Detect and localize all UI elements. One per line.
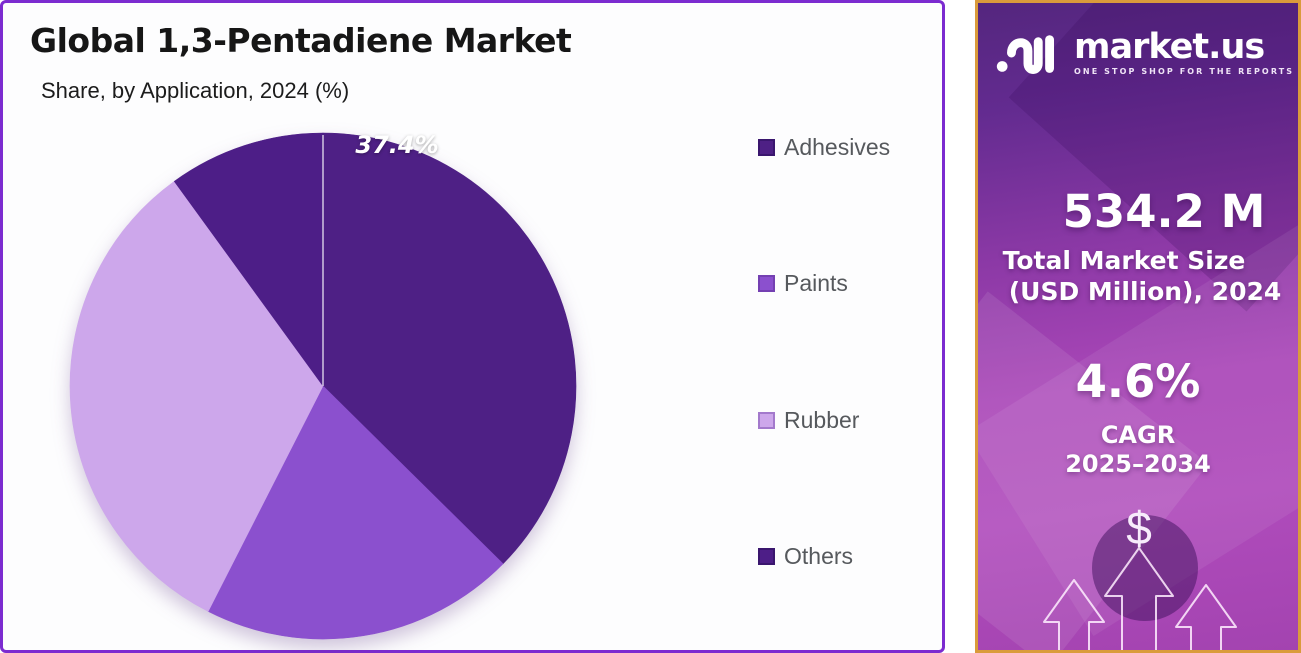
pie-slice-data-label: 37.4% (355, 131, 439, 159)
chart-card: Global 1,3-Pentadiene Market Share, by A… (0, 0, 945, 653)
total-market-size-label: Total Market Size (USD Million), 2024 (978, 245, 1298, 307)
cagr-label: CAGR 2025–2034 (978, 421, 1298, 479)
brand-logo: market.us ONE STOP SHOP FOR THE REPORTS (996, 29, 1294, 76)
background-circle (1092, 515, 1198, 621)
legend-swatch-adhesives-icon (758, 139, 775, 156)
marketus-logo-icon (996, 35, 1055, 74)
brand-name: market.us (1074, 27, 1265, 67)
brand-text-block: market.us ONE STOP SHOP FOR THE REPORTS (1074, 29, 1294, 76)
pie-slice-rubber (69, 180, 324, 612)
total-market-size-label-line2: (USD Million), 2024 (1008, 277, 1282, 306)
legend-item-paints: Paints (758, 270, 890, 297)
total-market-size-value: 534.2 M (1062, 185, 1266, 238)
pie-slice-others (173, 132, 324, 387)
cagr-label-line1: CAGR (1100, 421, 1176, 449)
legend-item-adhesives: Adhesives (758, 134, 890, 161)
cagr-value: 4.6% (1075, 355, 1201, 408)
legend-swatch-others-icon (758, 547, 775, 565)
pie-chart (66, 129, 580, 643)
dollar-sign-icon: $ (1126, 502, 1152, 554)
legend-item-others: Others (758, 543, 890, 570)
pie-slice-paints (207, 385, 504, 640)
brand-tagline: ONE STOP SHOP FOR THE REPORTS (1074, 67, 1295, 76)
legend-label-others: Others (784, 542, 854, 569)
legend-item-rubber: Rubber (758, 407, 890, 434)
legend-swatch-paints-icon (758, 275, 775, 293)
legend-label-adhesives: Adhesives (784, 134, 891, 160)
legend-swatch-rubber-icon (758, 411, 775, 429)
total-market-size-label-line1: Total Market Size (1002, 246, 1246, 275)
promo-panel: market.us ONE STOP SHOP FOR THE REPORTS … (975, 0, 1301, 653)
pie-chart-svg (69, 132, 577, 640)
chart-legend: Adhesives Paints Rubber Others (758, 134, 890, 570)
chart-subtitle: Share, by Application, 2024 (%) (41, 78, 350, 103)
pie-slice-adhesives (322, 132, 577, 565)
legend-label-rubber: Rubber (784, 406, 860, 433)
legend-label-paints: Paints (784, 270, 848, 297)
cagr-label-line2: 2025–2034 (1065, 450, 1211, 478)
page-title: Global 1,3-Pentadiene Market (30, 21, 572, 60)
growth-arrows-icon (1043, 547, 1237, 650)
